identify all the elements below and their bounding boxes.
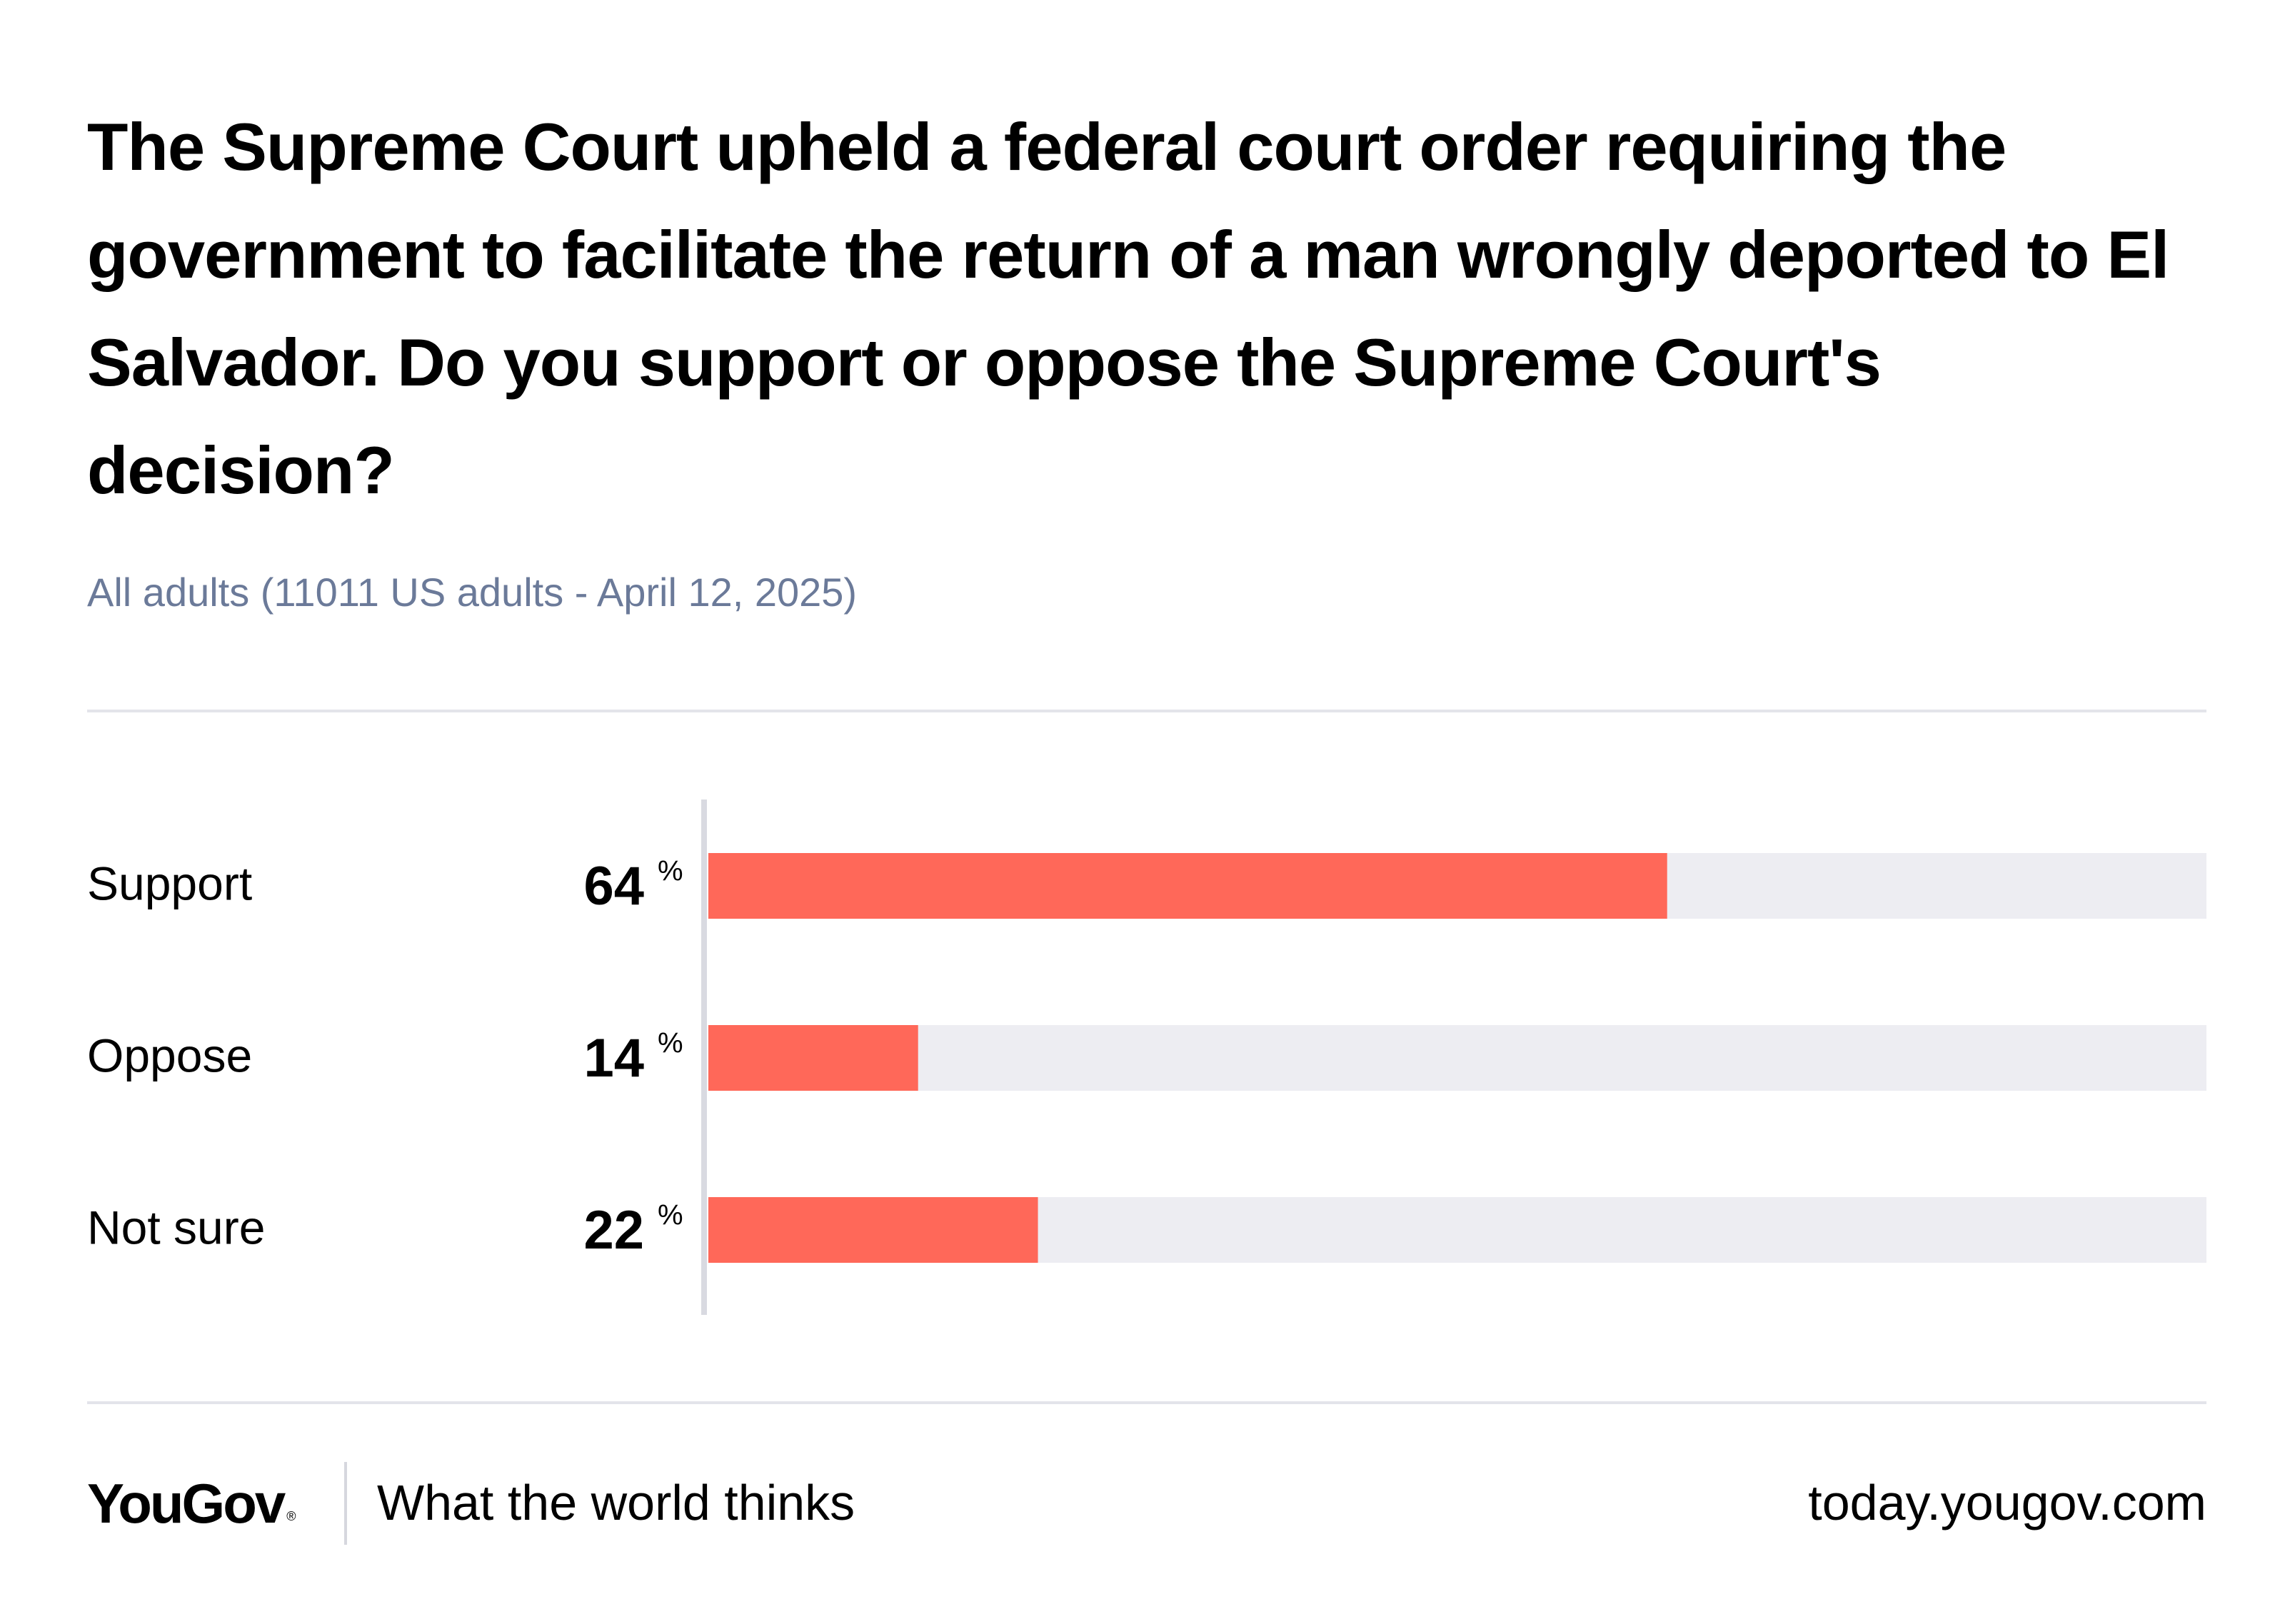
footer-divider (344, 1462, 347, 1545)
percent-unit-label: % (658, 1200, 683, 1231)
yougov-logo[interactable]: YouGov ® (87, 1469, 296, 1538)
category-label: Oppose (87, 1029, 252, 1081)
footer-url-link[interactable]: today.yougov.com (1808, 1475, 2206, 1530)
percent-unit-label: % (658, 1028, 683, 1059)
bar-track (708, 853, 2206, 919)
bar (708, 1025, 918, 1091)
bar (708, 853, 1667, 919)
chart-subtitle: All adults (11011 US adults - April 12, … (87, 570, 858, 615)
value-label: 14 (583, 1028, 644, 1089)
bar (708, 1197, 1038, 1263)
bar-track (708, 1197, 2206, 1263)
percent-unit-label: % (658, 856, 683, 887)
category-label: Support (87, 857, 252, 909)
bar-track (708, 1025, 2206, 1091)
chart-title: The Supreme Court upheld a federal court… (87, 109, 2169, 508)
footer-tagline: What the world thinks (377, 1475, 855, 1530)
bottom-divider (87, 1401, 2206, 1404)
value-label: 22 (583, 1200, 644, 1261)
registered-mark: ® (286, 1509, 296, 1523)
yougov-logo-text: YouGov (87, 1472, 286, 1535)
top-divider (87, 710, 2206, 712)
category-label: Not sure (87, 1201, 265, 1254)
value-label: 64 (583, 856, 644, 917)
